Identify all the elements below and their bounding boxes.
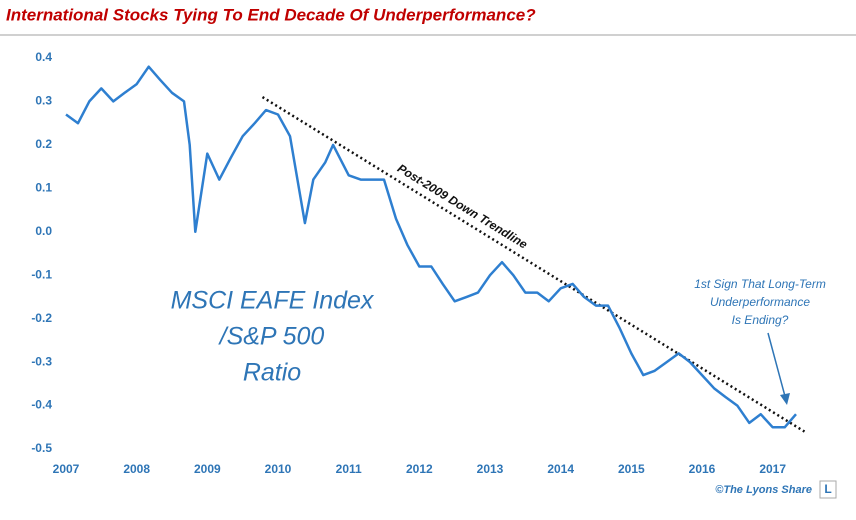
y-tick-label: 0.0: [35, 224, 52, 238]
sign-label-line: Underperformance: [710, 295, 810, 309]
y-tick-label: -0.3: [31, 354, 52, 368]
x-tick-label: 2015: [618, 462, 645, 476]
y-tick-label: -0.1: [31, 267, 52, 281]
x-tick-label: 2008: [123, 462, 150, 476]
ratio-label-line: /S&P 500: [218, 323, 325, 351]
y-tick-label: -0.4: [31, 398, 52, 412]
trendline: [261, 96, 806, 433]
x-tick-label: 2007: [53, 462, 80, 476]
x-tick-label: 2017: [759, 462, 786, 476]
arrow-head: [780, 393, 790, 405]
sign-label-line: 1st Sign That Long-Term: [694, 277, 826, 291]
x-tick-label: 2012: [406, 462, 433, 476]
x-tick-label: 2011: [336, 462, 362, 476]
y-tick-label: 0.2: [35, 137, 52, 151]
credit: ©The Lyons Share: [715, 484, 812, 496]
x-tick-label: 2013: [477, 462, 504, 476]
ratio-label-line: MSCI EAFE Index: [171, 287, 375, 315]
arrow: [767, 332, 787, 401]
x-tick-label: 2014: [547, 462, 574, 476]
x-tick-label: 2009: [194, 462, 221, 476]
ratio-label: MSCI EAFE Index /S&P 500 Ratio: [171, 287, 375, 387]
trendline-label: Post-2009 Down Trendline: [395, 161, 530, 252]
logo-box: [819, 480, 837, 499]
chart-title: International Stocks Tying To End Decade…: [6, 5, 536, 24]
y-tick-label: 0.4: [35, 50, 52, 64]
y-tick-label: 0.1: [35, 181, 52, 195]
logo: L: [824, 482, 831, 496]
y-tick-label: -0.2: [31, 311, 52, 325]
x-tick-label: 2016: [689, 462, 716, 476]
ratio-label-line: Ratio: [243, 359, 301, 387]
y-tick-label: 0.3: [35, 94, 52, 108]
x-tick-label: 2010: [265, 462, 292, 476]
y-tick-label: -0.5: [31, 441, 52, 455]
series-line: [65, 65, 797, 429]
sign-label: 1st Sign That Long-Term Underperformance…: [694, 277, 826, 327]
sign-label-line: Is Ending?: [732, 313, 789, 327]
